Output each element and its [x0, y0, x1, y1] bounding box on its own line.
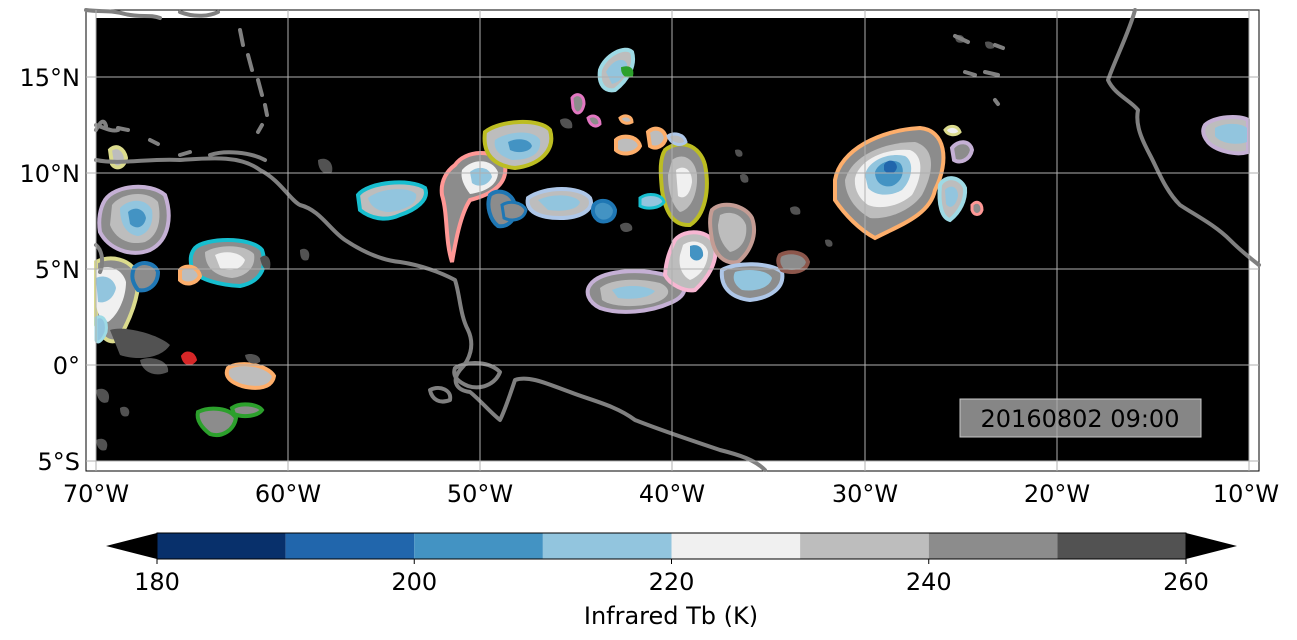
storm-cluster: [130, 261, 161, 293]
coastline-lesser-antilles: [84, 8, 162, 20]
storm-cluster: [1201, 115, 1250, 156]
colorbar-ticks: 180 200 220 240 260: [134, 559, 1209, 596]
coastline-lesser-antilles: [238, 28, 269, 134]
coastline-south-america: [94, 156, 767, 472]
colorbar-segment: [157, 533, 286, 559]
cloud-patches: [96, 34, 995, 451]
colorbar-segment: [800, 533, 929, 559]
timestamp-text: 20160802 09:00: [981, 405, 1180, 433]
gridlines: [86, 10, 1259, 471]
map-panel: 20160802 09:00 70°W 60°W 50°W 40°W 30°W …: [20, 8, 1279, 508]
coastline-islands: [94, 123, 192, 157]
lon-axis: 70°W 60°W 50°W 40°W 30°W 20°W 10°W: [63, 480, 1279, 508]
storm-cluster: [224, 362, 277, 390]
colorbar-segment: [414, 533, 543, 559]
storm-cluster: [180, 351, 198, 366]
storm-cluster: [178, 264, 203, 286]
lat-tick-label: 5°N: [35, 256, 80, 284]
colorbar: 180 200 220 240 260 Infrared Tb (K): [106, 532, 1237, 630]
timestamp-background: [959, 398, 1202, 438]
coastline-caribbean: [208, 150, 267, 162]
timestamp-box: 20160802 09:00: [959, 398, 1202, 438]
storm-cluster: [719, 262, 785, 303]
storm-cluster: [597, 47, 635, 93]
colorbar-segment: [542, 533, 672, 559]
storm-cluster: [708, 202, 757, 265]
storm-cluster: [614, 134, 643, 156]
storm-cluster: [570, 93, 586, 115]
storm-cluster: [645, 126, 669, 150]
storm-cluster: [949, 140, 975, 164]
storm-cluster: [94, 315, 108, 344]
storm-cluster: [943, 124, 962, 137]
colorbar-tick-label: 260: [1163, 568, 1209, 596]
colorbar-segment: [285, 533, 415, 559]
lat-tick-label: 0°: [53, 352, 80, 380]
storm-cluster: [525, 187, 593, 221]
colorbar-over-arrow: [1186, 533, 1237, 559]
colorbar-tick-label: 240: [906, 568, 952, 596]
coastline-lesser-antilles: [178, 10, 220, 18]
colorbar-tick-label: 180: [134, 568, 180, 596]
lon-tick-label: 50°W: [447, 480, 513, 508]
storm-cluster: [482, 119, 554, 171]
storm-cluster: [97, 184, 171, 255]
storm-cluster: [500, 200, 528, 222]
storm-cluster: [620, 66, 634, 78]
storm-cluster: [658, 142, 709, 227]
lon-tick-label: 40°W: [639, 480, 705, 508]
coastlines: [84, 8, 1261, 472]
storm-cluster: [585, 269, 687, 314]
storm-cluster: [229, 402, 265, 419]
lat-tick-label: 15°N: [20, 64, 81, 92]
colorbar-segment: [1057, 533, 1186, 559]
storm-cluster: [590, 198, 618, 224]
coastline-amazon-delta: [428, 386, 453, 404]
coastline-caribbean: [94, 119, 108, 132]
lon-tick-label: 60°W: [255, 480, 321, 508]
lat-axis: 15°N 10°N 5°N 0° 5°S: [20, 64, 81, 476]
colorbar-segment: [671, 533, 801, 559]
storm-clusters: [94, 34, 1250, 451]
storm-cluster: [195, 406, 239, 437]
lon-tick-label: 30°W: [832, 480, 898, 508]
colorbar-tick-label: 220: [649, 568, 695, 596]
coastline-islands: [953, 34, 1005, 106]
colorbar-under-arrow: [106, 533, 157, 559]
storm-cluster: [833, 125, 946, 241]
storm-cluster: [662, 230, 718, 293]
storm-cluster: [355, 180, 428, 221]
coastline-africa: [1106, 8, 1261, 267]
storm-cluster: [937, 176, 968, 223]
storm-cluster: [618, 114, 634, 125]
colorbar-segment: [928, 533, 1058, 559]
lon-tick-label: 70°W: [63, 480, 129, 508]
colorbar-segments: [157, 533, 1186, 559]
coastline-amazon-delta: [452, 361, 502, 390]
storm-cluster: [776, 250, 811, 274]
lat-tick-label: 5°S: [37, 448, 80, 476]
colorbar-label: Infrared Tb (K): [584, 602, 758, 630]
storm-cluster: [107, 145, 129, 170]
storm-cluster: [188, 238, 266, 289]
lon-tick-label: 10°W: [1213, 480, 1279, 508]
storm-cluster: [970, 200, 984, 216]
lon-tick-label: 20°W: [1024, 480, 1090, 508]
colorbar-tick-label: 200: [391, 568, 437, 596]
lat-tick-label: 10°N: [20, 160, 81, 188]
storm-cluster: [638, 193, 666, 210]
storm-cluster: [586, 114, 602, 128]
